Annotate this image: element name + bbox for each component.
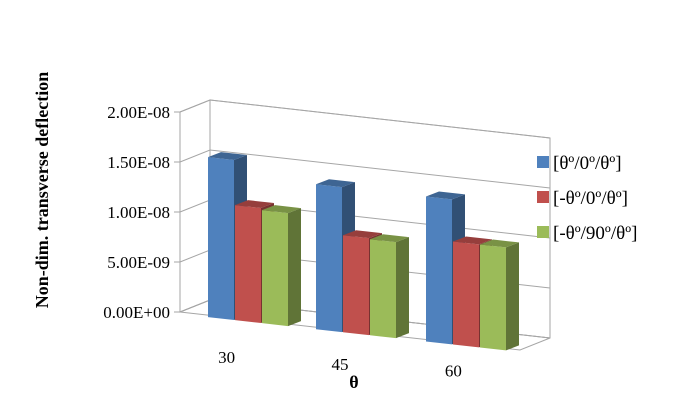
bar-top <box>480 239 519 248</box>
bar-top <box>453 236 492 245</box>
legend-swatch <box>537 156 549 168</box>
gridline <box>179 99 551 139</box>
bar-top <box>426 191 465 200</box>
bar-front <box>480 244 506 351</box>
bar-side <box>396 237 409 339</box>
x-tick-label: 30 <box>218 348 235 367</box>
bar <box>262 205 301 327</box>
legend-swatch <box>537 191 549 203</box>
x-tick-label: 60 <box>445 362 462 381</box>
bar-top <box>208 152 247 161</box>
legend-swatch <box>537 226 549 238</box>
legend: [θº/0º/θº] [-θº/0º/θº] [-θº/90º/θº] <box>537 153 637 244</box>
bar-front <box>208 157 234 321</box>
bar-top <box>235 200 274 209</box>
bar-front <box>426 196 452 345</box>
y-tick-label: 0.00E+00 <box>103 303 170 322</box>
x-tick-labels: 30 45 60 <box>218 348 462 380</box>
x-tick-label: 45 <box>332 355 349 374</box>
gridline <box>179 149 551 189</box>
bar <box>480 239 519 351</box>
y-axis-label: Non-dim. transverse deflection <box>32 72 52 308</box>
bar-top <box>316 179 355 188</box>
legend-label: [-θº/90º/θº] <box>553 223 637 244</box>
y-tick-labels: 0.00E+00 5.00E-09 1.00E-08 1.50E-08 2.00E-08 <box>103 103 170 322</box>
y-tick-label: 1.50E-08 <box>107 153 170 172</box>
y-tick-label: 1.00E-08 <box>107 203 170 222</box>
bar-front <box>235 205 261 324</box>
legend-label: [θº/0º/θº] <box>553 153 622 174</box>
bar <box>370 234 409 339</box>
bar-top <box>262 205 301 214</box>
x-axis-label: θ <box>349 372 358 392</box>
legend-label: [-θº/0º/θº] <box>553 188 628 209</box>
bar-side <box>506 242 519 351</box>
bar-front <box>343 235 369 336</box>
bar-front <box>370 239 396 339</box>
y-tick-label: 5.00E-09 <box>107 253 170 272</box>
bar-top <box>343 230 382 239</box>
bar-front <box>453 241 479 348</box>
bar-front <box>316 184 342 333</box>
bars <box>208 152 519 351</box>
y-tick-label: 2.00E-08 <box>107 103 170 122</box>
bar-front <box>262 210 288 327</box>
bar-top <box>370 234 409 243</box>
bar-side <box>288 208 301 327</box>
